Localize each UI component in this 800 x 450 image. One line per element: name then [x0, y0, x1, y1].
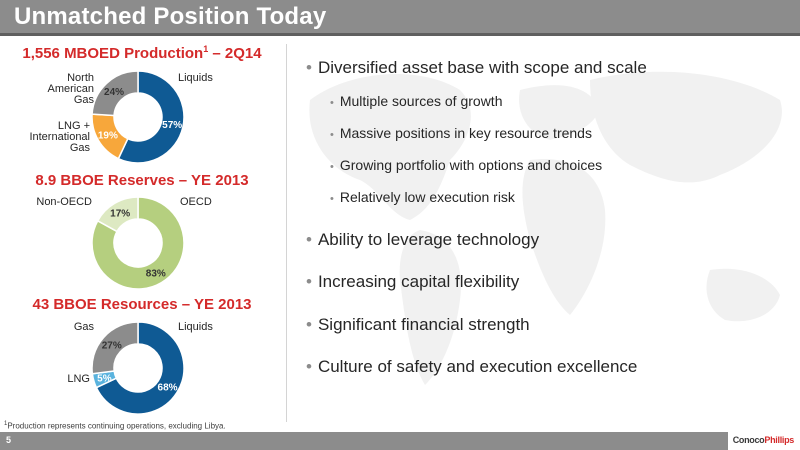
- sub-bullet-item: • Growing portfolio with options and choi…: [330, 157, 602, 173]
- slide-title: Unmatched Position Today: [14, 3, 327, 30]
- bullet-item: • Ability to leverage technology: [306, 230, 539, 250]
- reserves-donut-chart: 83% 17%: [91, 196, 185, 290]
- resources-label-liquids: Liquids: [178, 321, 213, 333]
- production-label-north-american-gas: North American Gas: [47, 72, 94, 106]
- logo-part-phillips: Phillips: [764, 435, 794, 445]
- resources-chart-title: 43 BBOE Resources – YE 2013: [32, 296, 252, 313]
- donut-data-label-liquids: 68%: [158, 382, 178, 393]
- column-divider: [286, 44, 287, 422]
- footer-bar: 5 ConocoPhillips: [0, 432, 800, 450]
- donut-data-label-north-american-gas: 24%: [104, 87, 124, 98]
- footnote-marker: 1: [4, 421, 8, 427]
- sub-bullet-item: • Massive positions in key resource trend…: [330, 125, 592, 141]
- bullet-marker: •: [330, 161, 334, 173]
- bullet-text: Culture of safety and execution excellen…: [317, 357, 638, 376]
- logo-part-conoco: Conoco: [732, 435, 765, 445]
- company-logo: ConocoPhillips: [728, 432, 800, 450]
- bullet-marker: •: [330, 193, 334, 205]
- bullet-item: • Diversified asset base with scope and s…: [306, 58, 647, 78]
- bullet-item: • Increasing capital flexibility: [306, 272, 519, 292]
- world-map-background: [309, 71, 782, 385]
- donut-data-label-non-oecd: 17%: [110, 208, 130, 219]
- bullet-text: Massive positions in key resource trends: [339, 125, 592, 141]
- production-label-lng-international-gas: LNG + International Gas: [29, 120, 90, 154]
- production-label-liquids: Liquids: [178, 72, 213, 84]
- donut-data-label-oecd: 83%: [146, 269, 166, 280]
- production-title-period: – 2Q14: [208, 45, 262, 62]
- production-chart-title: 1,556 MBOED Production1 – 2Q14: [0, 44, 284, 62]
- reserves-label-non-oecd: Non-OECD: [36, 196, 92, 208]
- bullet-item: • Culture of safety and execution excelle…: [306, 357, 637, 377]
- bullet-text: Ability to leverage technology: [317, 230, 540, 249]
- bullet-text: Multiple sources of growth: [339, 93, 503, 109]
- donut-slice-north-american-gas: [91, 70, 139, 117]
- donut-slice-gas: [91, 321, 139, 375]
- bullet-marker: •: [306, 315, 312, 334]
- resources-label-gas: Gas: [73, 321, 94, 333]
- donut-data-label-liquids: 57%: [162, 120, 182, 131]
- footnote: 1Production represents continuing operat…: [4, 421, 226, 431]
- reserves-chart-title: 8.9 BBOE Reserves – YE 2013: [35, 172, 249, 189]
- production-title-footnote-mark: 1: [203, 44, 209, 54]
- production-title-main: 1,556 MBOED Production: [22, 45, 204, 62]
- bullet-marker: •: [306, 230, 312, 249]
- donut-data-label-lng: 5%: [97, 373, 112, 384]
- donut-slice-liquids: [95, 321, 185, 415]
- bullet-text: Relatively low execution risk: [339, 189, 515, 205]
- bullet-marker: •: [330, 129, 334, 141]
- bullet-item: • Significant financial strength: [306, 315, 530, 335]
- company-logo-text: ConocoPhillips: [732, 435, 795, 445]
- bullet-marker: •: [330, 97, 334, 109]
- sub-bullet-item: • Multiple sources of growth: [330, 93, 503, 109]
- bullet-marker: •: [306, 272, 312, 291]
- bullet-text: Significant financial strength: [317, 315, 530, 334]
- bullet-text: Increasing capital flexibility: [317, 272, 520, 291]
- donut-data-label-gas: 27%: [102, 340, 122, 351]
- bullet-text: Diversified asset base with scope and sc…: [317, 58, 647, 77]
- footnote-text: Production represents continuing operati…: [7, 421, 226, 431]
- production-donut-chart: 57% 19% 24%: [91, 70, 185, 164]
- bullet-text: Growing portfolio with options and choic…: [339, 157, 603, 173]
- donut-slice-oecd: [91, 196, 185, 290]
- resources-label-lng: LNG: [67, 373, 90, 385]
- reserves-label-oecd: OECD: [180, 196, 212, 208]
- resources-donut-chart: 68% 5% 27%: [91, 321, 185, 415]
- sub-bullet-item: • Relatively low execution risk: [330, 189, 515, 205]
- bullet-marker: •: [306, 58, 312, 77]
- bullet-marker: •: [306, 357, 312, 376]
- donut-slice-liquids: [117, 70, 185, 164]
- donut-slice-non-oecd: [96, 196, 139, 233]
- page-number: 5: [6, 435, 12, 445]
- donut-data-label-lng-international-gas: 19%: [98, 130, 118, 141]
- title-bar: Unmatched Position Today: [0, 0, 800, 36]
